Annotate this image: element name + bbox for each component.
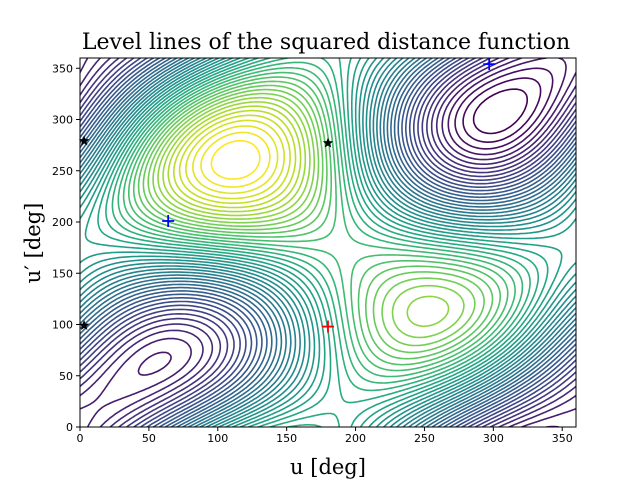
y-tick-label: 300 <box>52 114 73 127</box>
contour-level <box>185 119 285 200</box>
chart-title: Level lines of the squared distance func… <box>82 30 570 55</box>
contour-level <box>200 131 271 188</box>
contour-level <box>80 58 576 427</box>
y-tick-label: 100 <box>52 319 73 332</box>
x-axis-ticks: 0 50 100 150 200 250 300 350 <box>77 427 573 445</box>
saddle-star-marker <box>78 135 90 146</box>
contour-level <box>152 92 465 339</box>
y-tick-label: 250 <box>52 165 73 178</box>
critical-point-markers <box>78 58 496 333</box>
contour-level <box>137 80 494 360</box>
maximum-plus-marker <box>322 320 334 333</box>
contour-level <box>80 58 576 427</box>
y-tick-label: 200 <box>52 216 73 229</box>
contour-level <box>162 101 307 217</box>
x-tick-label: 350 <box>552 432 573 445</box>
x-tick-label: 200 <box>345 432 366 445</box>
contour-level <box>80 58 576 427</box>
plot-frame <box>79 57 577 428</box>
y-tick-label: 0 <box>66 421 73 434</box>
minimum-plus-marker <box>162 214 175 227</box>
contour-level <box>122 67 516 378</box>
y-axis-ticks: 0 50 100 150 200 250 300 350 <box>52 62 80 434</box>
contour-level <box>117 61 524 384</box>
contour-level <box>472 88 528 135</box>
y-tick-label: 150 <box>52 267 73 280</box>
contour-level <box>192 125 279 195</box>
contour-level <box>80 58 576 427</box>
saddle-star-marker <box>78 320 90 330</box>
contour-level <box>210 139 261 180</box>
x-axis-label: u [deg] <box>290 455 366 479</box>
contour-level <box>147 88 476 347</box>
contour-level <box>173 109 297 209</box>
y-tick-label: 350 <box>52 62 73 75</box>
saddle-star-marker <box>322 137 334 148</box>
contour-level <box>80 58 576 427</box>
contour-level <box>167 105 302 213</box>
contour-level <box>128 71 509 372</box>
contour-level <box>454 67 554 150</box>
contour-level <box>132 76 502 366</box>
x-tick-label: 250 <box>414 432 435 445</box>
contour-level <box>157 96 450 328</box>
minimum-plus-marker <box>483 58 496 71</box>
contour-level <box>80 58 576 427</box>
contour-level <box>178 114 291 204</box>
x-tick-label: 300 <box>483 432 504 445</box>
contour-level <box>80 58 576 427</box>
x-tick-label: 150 <box>276 432 297 445</box>
contour-level <box>142 84 485 354</box>
x-tick-label: 50 <box>142 432 156 445</box>
x-tick-label: 100 <box>207 432 228 445</box>
x-tick-label: 0 <box>77 432 84 445</box>
y-tick-label: 50 <box>59 370 73 383</box>
contour-level <box>80 58 576 427</box>
contour-level <box>80 58 576 427</box>
y-axis-label: u′ [deg] <box>21 203 45 284</box>
contour-level <box>462 77 542 143</box>
